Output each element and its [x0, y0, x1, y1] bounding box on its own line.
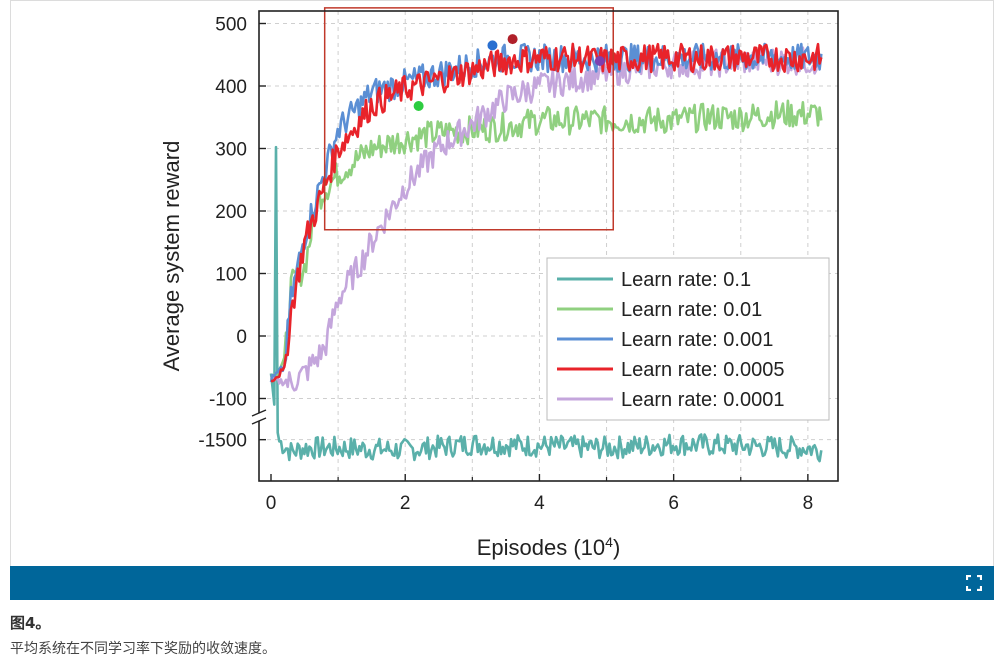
legend: Learn rate: 0.1 Learn rate: 0.01 Learn rat… [546, 257, 830, 421]
expand-icon[interactable] [966, 575, 982, 591]
figure-toolbar [10, 566, 994, 600]
legend-label: Learn rate: 0.01 [621, 299, 762, 321]
x-axis-label: Episodes (104) [477, 534, 621, 560]
series-line [270, 99, 823, 383]
axis-break-icon [251, 409, 267, 425]
y-tick-label: 400 [215, 77, 247, 98]
series-marker [507, 34, 518, 45]
legend-label: Learn rate: 0.0005 [621, 359, 784, 381]
ticks: 0 2 4 6 8 500 400 300 200 100 0 -100 -1500 [198, 15, 813, 515]
caption-title: 图4。 [10, 614, 51, 632]
x-tick-label: 6 [668, 493, 679, 514]
y-tick-label: 0 [236, 327, 247, 348]
series-layer [269, 42, 823, 463]
y-axis-label: Average system reward [159, 141, 184, 372]
x-tick-label: 2 [400, 493, 411, 514]
plot-frame [258, 10, 839, 482]
series-marker [487, 40, 498, 51]
series-marker [594, 56, 605, 66]
x-tick-label: 8 [803, 493, 814, 514]
series-line [269, 145, 823, 463]
x-tick-label: 4 [534, 493, 545, 514]
figure-caption: 图4。 平均系统在不同学习率下奖励的收敛速度。 [10, 612, 990, 658]
x-tick-label: 0 [266, 493, 277, 514]
y-tick-label: 500 [215, 15, 247, 36]
y-tick-label: 300 [215, 140, 247, 161]
y-tick-label: -1500 [198, 431, 247, 452]
y-tick-label: 100 [215, 265, 247, 286]
y-tick-label: 200 [215, 202, 247, 223]
highlight-box [323, 7, 615, 231]
series-line [270, 42, 823, 383]
markers [413, 34, 605, 111]
chart: 0 2 4 6 8 500 400 300 200 100 0 -100 -1500 Learn rat… [159, 7, 839, 560]
figure-frame: 0 2 4 6 8 500 400 300 200 100 0 -100 -1500 Learn rat… [10, 0, 994, 566]
y-tick-label: -100 [209, 390, 247, 411]
legend-label: Learn rate: 0.001 [621, 329, 773, 351]
legend-label: Learn rate: 0.1 [621, 269, 751, 291]
caption-text: 平均系统在不同学习率下奖励的收敛速度。 [10, 641, 276, 657]
legend-label: Learn rate: 0.0001 [621, 389, 784, 411]
series-marker [413, 101, 424, 111]
